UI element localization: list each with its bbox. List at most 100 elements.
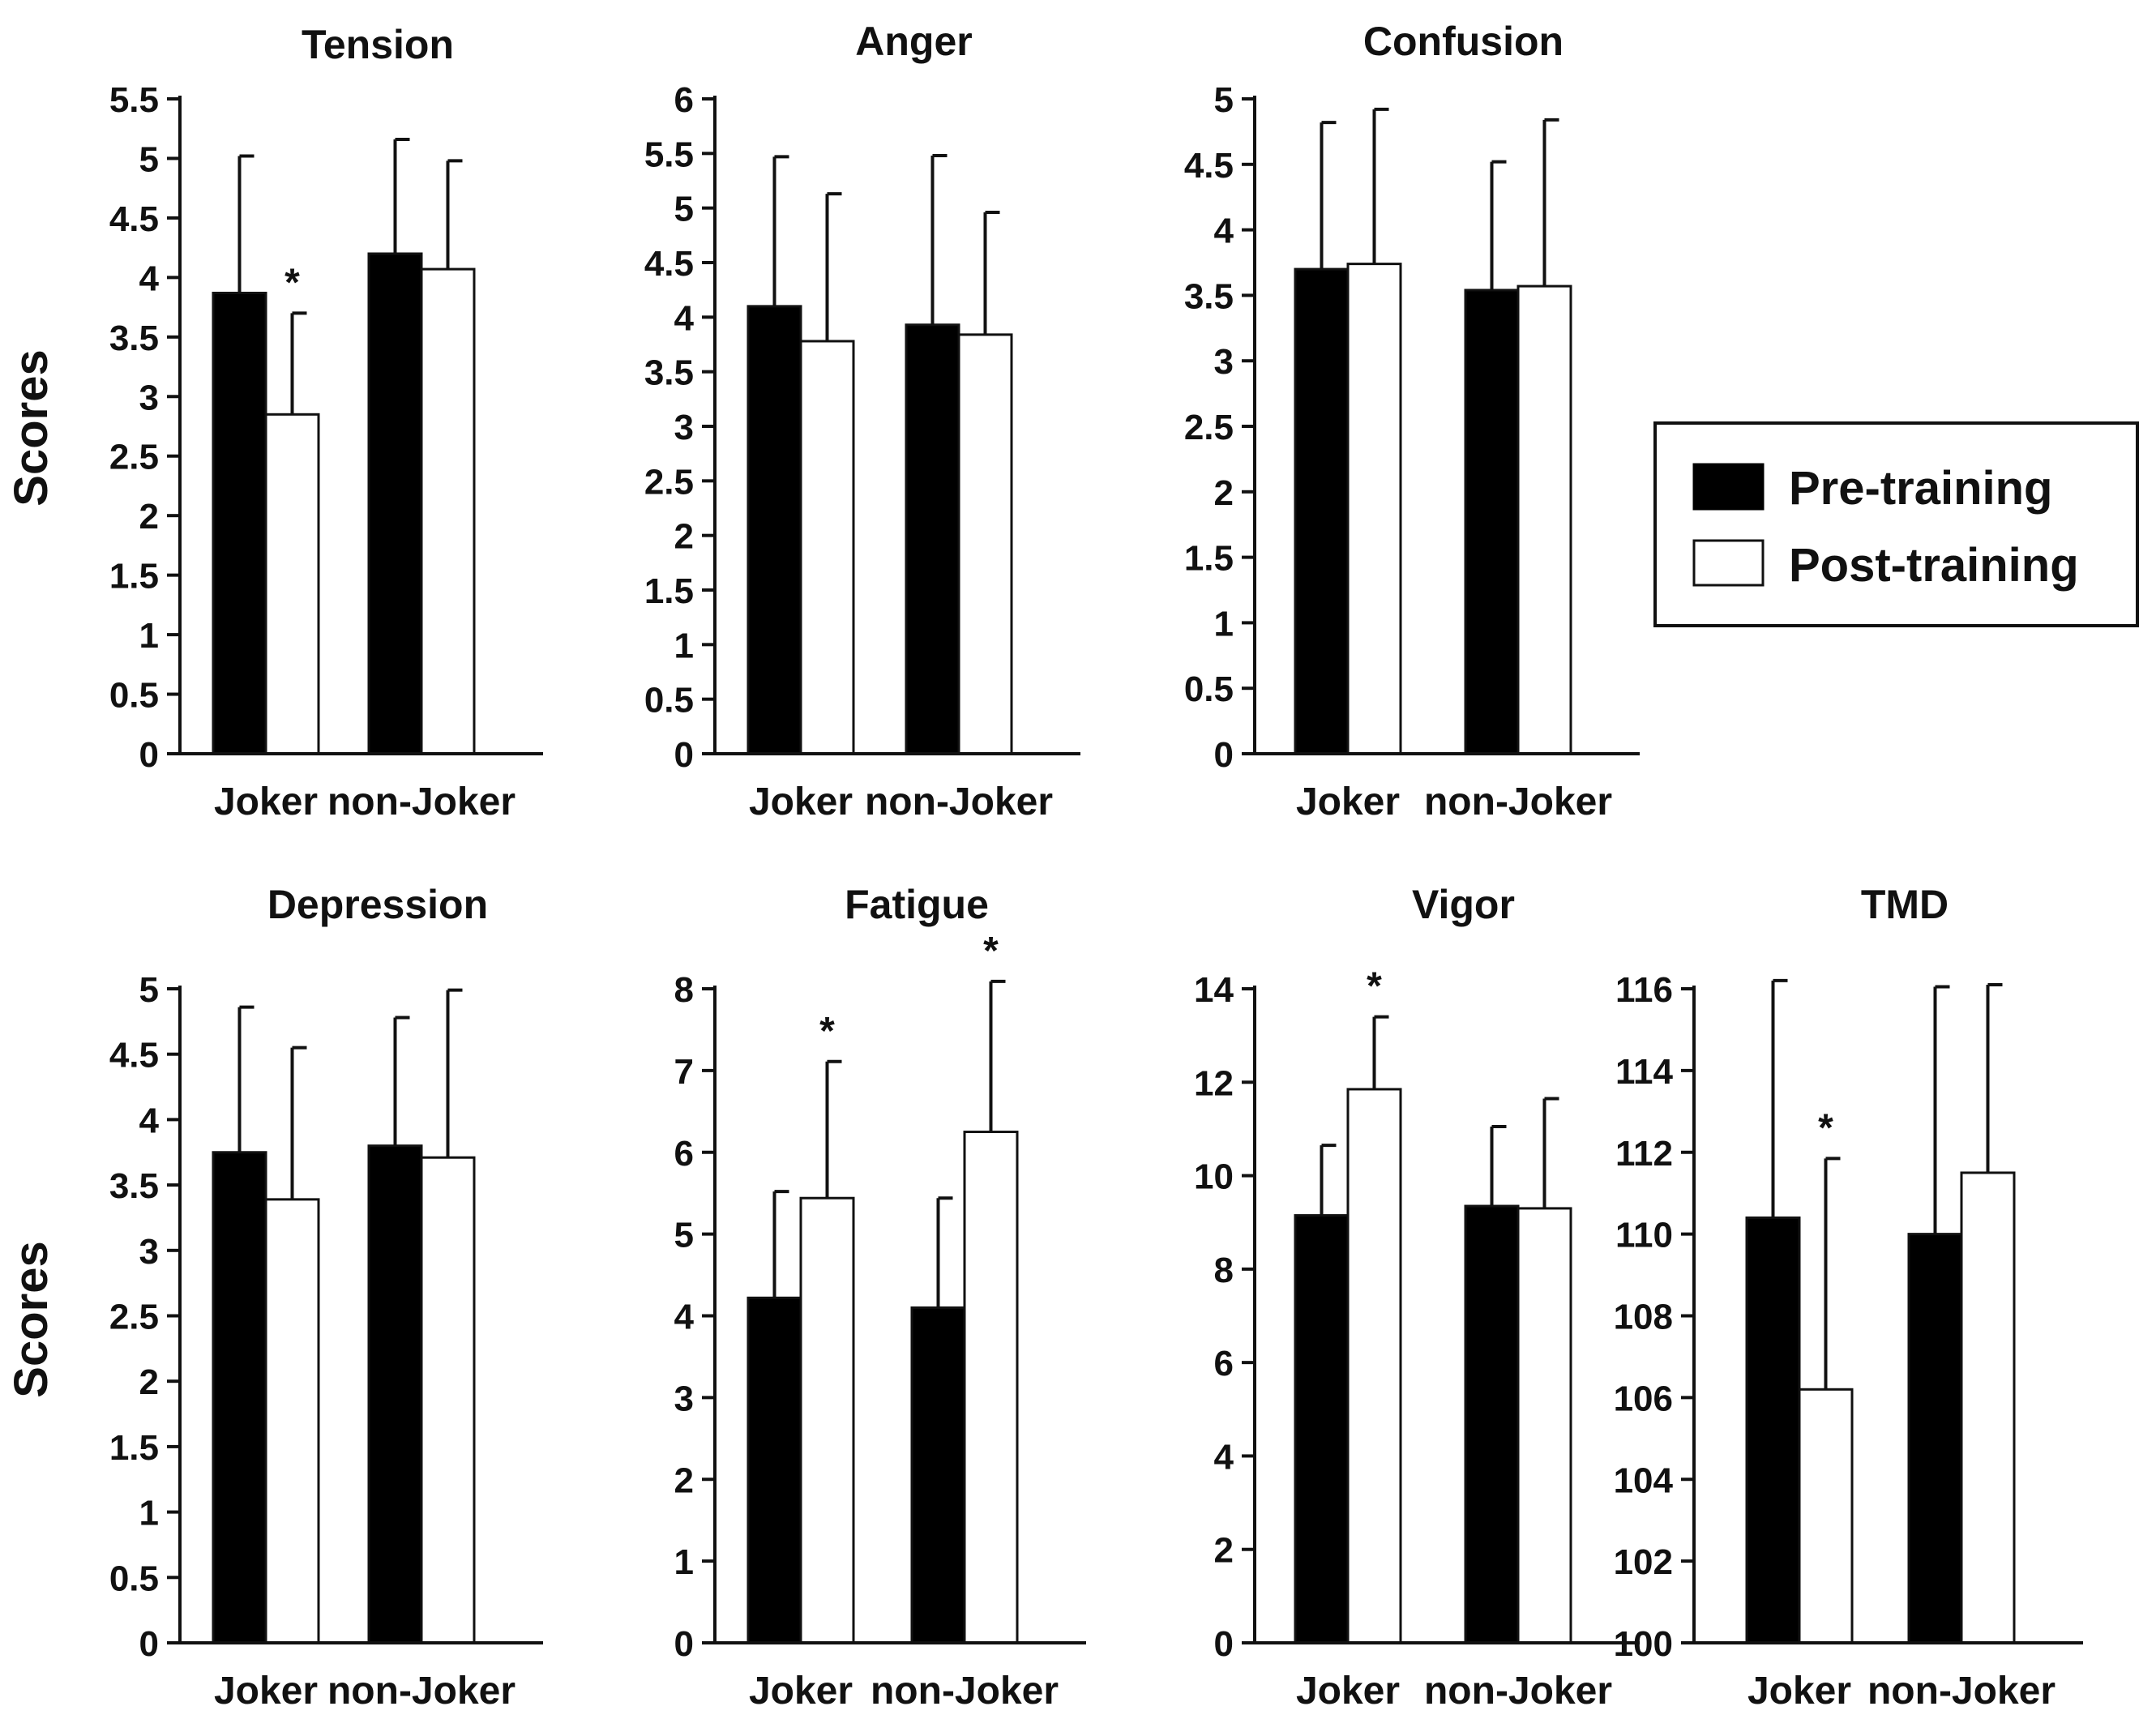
panel-depression: Depression 0 0.5 1 1.5 2 2.5 3 3.5 4 4.5 5 Joker non-… (109, 882, 543, 1713)
y-tick-label: 2 (1214, 473, 1234, 513)
y-tick-label: 5 (1214, 80, 1234, 120)
y-tick-label: 3 (674, 408, 694, 447)
y-tick-label: 5 (139, 139, 159, 179)
y-tick-label: 5.5 (644, 135, 694, 174)
y-tick-label: 1 (1214, 604, 1234, 644)
y-tick-label: 0 (139, 735, 159, 775)
y-tick-label: 2.5 (109, 438, 159, 477)
bar-pre-joker (212, 1151, 267, 1644)
legend-box (1653, 421, 2139, 627)
bar-post-joker (264, 413, 320, 755)
bar-pre-joker (746, 1296, 802, 1644)
y-tick-label: 4.5 (109, 1036, 159, 1076)
panel-title: TMD (1861, 882, 1949, 927)
y-tick-label: 4 (139, 1101, 160, 1140)
y-tick-label: 106 (1614, 1379, 1673, 1418)
bar-pre-non-joker (1464, 289, 1520, 755)
category-label: non-Joker (871, 1670, 1059, 1713)
category-label: Joker (214, 1670, 318, 1713)
panel-title: Depression (267, 882, 488, 927)
category-label: non-Joker (327, 780, 515, 823)
y-tick-label: 114 (1615, 1052, 1674, 1092)
legend-pre-label: Pre-training (1789, 462, 2053, 515)
y-tick-label: 116 (1615, 970, 1673, 1010)
category-label: non-Joker (1867, 1670, 2055, 1713)
bar-pre-non-joker (1464, 1204, 1520, 1644)
category-label: non-Joker (865, 780, 1053, 823)
category-label: non-Joker (1424, 780, 1612, 823)
bar-pre-joker (746, 305, 802, 755)
bar-post-joker (1346, 263, 1402, 755)
category-label: Joker (749, 1670, 853, 1713)
legend: Pre-training Post-training (1653, 421, 2139, 627)
y-tick-label: 8 (674, 970, 694, 1010)
y-tick-label: 2 (139, 1362, 159, 1402)
significance-marker: * (819, 1010, 835, 1053)
bar-pre-non-joker (367, 252, 423, 755)
legend-post-swatch (1692, 539, 1765, 587)
y-tick-label: 4.5 (644, 244, 694, 284)
panel-title: Anger (855, 19, 972, 64)
y-tick-label: 6 (674, 1134, 694, 1174)
y-tick-label: 0 (674, 1624, 694, 1664)
y-tick-label: 102 (1614, 1542, 1673, 1582)
panel-title: Confusion (1363, 19, 1564, 64)
y-tick-label: 5 (139, 970, 159, 1010)
y-tick-label: 110 (1615, 1216, 1673, 1255)
category-label: Joker (1747, 1670, 1851, 1713)
panel-fatigue: Fatigue 0 1 2 3 4 5 6 7 8 * Joker * non-Joker (674, 882, 1086, 1713)
bar-pre-non-joker (367, 1144, 423, 1644)
bar-post-non-joker (1516, 284, 1572, 755)
y-tick-label: 4 (674, 298, 695, 338)
significance-marker: * (1818, 1106, 1833, 1149)
bar-post-joker (1798, 1388, 1854, 1644)
y-tick-label: 5 (674, 190, 694, 229)
panel-anger: Anger 0 0.5 1 1.5 2 2.5 3 3.5 4 4.5 5 5.5 6 Joker non-J… (644, 19, 1080, 823)
y-tick-label: 4 (674, 1298, 695, 1337)
bar-pre-non-joker (905, 323, 960, 755)
y-tick-label: 0 (1214, 735, 1234, 775)
y-tick-label: 3 (674, 1379, 694, 1418)
legend-post-label: Post-training (1789, 539, 2079, 592)
y-tick-label: 3.5 (109, 1166, 159, 1206)
y-tick-label: 10 (1194, 1157, 1234, 1197)
y-tick-label: 1 (139, 616, 159, 656)
significance-marker: * (1367, 965, 1382, 1008)
y-tick-label: 5.5 (109, 80, 159, 120)
panel-title: Vigor (1412, 882, 1515, 927)
bar-post-joker (799, 340, 855, 755)
y-tick-label: 3.5 (644, 353, 694, 393)
y-tick-label: 2.5 (109, 1298, 159, 1337)
bar-pre-non-joker (910, 1306, 966, 1644)
bar-post-joker (264, 1198, 320, 1644)
category-label: Joker (1296, 780, 1400, 823)
y-tick-label: 2 (674, 1460, 694, 1500)
category-label: non-Joker (327, 1670, 515, 1713)
y-tick-label: 14 (1194, 970, 1234, 1010)
y-tick-label: 3 (139, 1232, 159, 1272)
y-tick-label: 6 (674, 80, 694, 120)
y-axis-label-top: Scores (5, 349, 58, 506)
category-label: Joker (1296, 1670, 1400, 1713)
y-tick-label: 2 (139, 497, 159, 537)
y-tick-label: 6 (1214, 1344, 1234, 1383)
y-tick-label: 104 (1614, 1460, 1674, 1500)
y-tick-label: 0.5 (109, 676, 159, 716)
bar-post-non-joker (963, 1131, 1019, 1644)
y-tick-label: 2.5 (644, 462, 694, 502)
bar-pre-non-joker (1907, 1233, 1963, 1644)
bar-post-non-joker (420, 1156, 476, 1644)
category-label: non-Joker (1424, 1670, 1612, 1713)
y-tick-label: 4 (1214, 1437, 1234, 1477)
significance-marker: * (284, 261, 300, 304)
y-tick-label: 1.5 (109, 557, 159, 597)
y-tick-label: 2 (1214, 1531, 1234, 1571)
y-tick-label: 3.5 (1184, 276, 1234, 316)
bar-post-joker (799, 1196, 855, 1644)
bar-pre-joker (1294, 1214, 1350, 1644)
y-tick-label: 1.5 (644, 571, 694, 611)
y-tick-label: 7 (674, 1052, 694, 1092)
y-tick-label: 112 (1615, 1134, 1673, 1174)
